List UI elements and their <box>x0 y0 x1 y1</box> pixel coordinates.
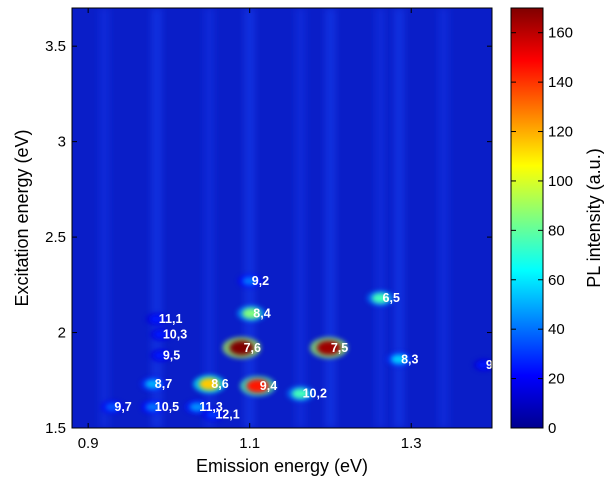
pl-peak <box>246 379 269 393</box>
y-tick-label: 3.5 <box>45 38 66 55</box>
chirality-label: 7,6 <box>244 341 261 355</box>
y-axis-title: Excitation energy (eV) <box>12 129 32 306</box>
chirality-label: 9,4 <box>260 379 277 393</box>
pl-peak <box>199 378 220 391</box>
colorbar-gradient <box>510 7 544 429</box>
emission-stripe <box>244 8 255 428</box>
chirality-label: 9,2 <box>252 274 269 288</box>
plot-area: 9,2 6,5 8,4 11,110,3 7,6 7,5 9,5 8,3 9,1 8,7 8,6 9,… <box>45 7 503 452</box>
pl-peak <box>477 360 491 370</box>
chirality-label: 11,1 <box>159 312 183 326</box>
chirality-label: 12,1 <box>215 408 239 422</box>
colorbar-tick-label: 20 <box>548 371 565 388</box>
colorbar-tick-label: 100 <box>548 173 573 190</box>
chirality-label: 10,2 <box>303 387 327 401</box>
emission-stripe <box>295 8 306 428</box>
pl-peaks <box>100 274 492 421</box>
chirality-label: 9,5 <box>163 348 180 362</box>
colorbar-tick-label: 140 <box>548 74 573 91</box>
emission-stripe <box>394 8 405 428</box>
x-axis-ticks: 0.9 1.1 1.3 <box>78 8 422 452</box>
y-tick-label: 3 <box>58 134 66 151</box>
pl-peak <box>105 402 120 412</box>
chirality-label: 8,4 <box>253 306 270 320</box>
x-axis-title: Emission energy (eV) <box>196 456 368 476</box>
chirality-label: 9,1 <box>486 358 503 372</box>
colorbar-ticks: 0 20 40 60 80 100 120 140 160 <box>511 25 573 437</box>
colorbar-tick-label: 160 <box>548 25 573 42</box>
y-tick-label: 2 <box>58 325 66 342</box>
chirality-label: 8,3 <box>401 352 418 366</box>
pl-peak <box>317 340 341 355</box>
emission-stripes <box>99 8 449 428</box>
pl-peak <box>291 388 310 399</box>
chirality-label: 11,3 <box>199 400 223 414</box>
x-tick-label: 0.9 <box>78 435 99 452</box>
y-tick-label: 1.5 <box>45 420 66 437</box>
emission-stripe <box>375 8 386 428</box>
colorbar-tick-label: 0 <box>548 420 556 437</box>
chirality-label: 9,7 <box>114 400 131 414</box>
pl-peak <box>153 330 168 339</box>
emission-stripe <box>151 8 162 428</box>
pl-peak <box>242 276 258 286</box>
emission-stripe <box>99 8 110 428</box>
colorbar-tick-label: 60 <box>548 272 565 289</box>
chirality-label: 6,5 <box>383 291 400 305</box>
chirality-label: 8,6 <box>211 377 228 391</box>
pl-peak <box>153 351 168 360</box>
emission-stripe <box>325 8 336 428</box>
chirality-label: 10,3 <box>163 327 187 341</box>
x-tick-label: 1.3 <box>401 435 422 452</box>
chirality-label: 7,5 <box>331 341 348 355</box>
chirality-label: 8,7 <box>155 377 172 391</box>
pl-peak <box>206 410 221 419</box>
pl-peak <box>371 292 390 304</box>
colorbar-tick-label: 80 <box>548 222 565 239</box>
emission-stripe <box>204 8 215 428</box>
chirality-labels: 9,2 6,5 8,4 11,110,3 7,6 7,5 9,5 8,3 9,1 8,7 8,6 9,… <box>114 274 503 422</box>
pl-peak <box>145 402 161 412</box>
pl-peak <box>242 308 261 319</box>
pl-peak <box>229 340 254 356</box>
pl-peak <box>391 354 408 365</box>
colorbar-title: PL intensity (a.u.) <box>584 148 604 287</box>
pl-peak <box>189 402 205 412</box>
y-axis-ticks: 1.5 2 2.5 3 3.5 <box>45 38 492 437</box>
pl-peak <box>149 315 164 324</box>
colorbar-tick-label: 40 <box>548 321 565 338</box>
y-tick-label: 2.5 <box>45 229 66 246</box>
chirality-label: 10,5 <box>155 400 179 414</box>
colorbar-tick-label: 120 <box>548 124 573 141</box>
pl-peak <box>145 379 161 389</box>
plot-background <box>72 8 492 428</box>
x-tick-label: 1.1 <box>239 435 260 452</box>
colorbar: 0 20 40 60 80 100 120 140 160 <box>510 7 573 437</box>
plot-frame <box>71 7 493 429</box>
emission-stripe <box>438 8 449 428</box>
